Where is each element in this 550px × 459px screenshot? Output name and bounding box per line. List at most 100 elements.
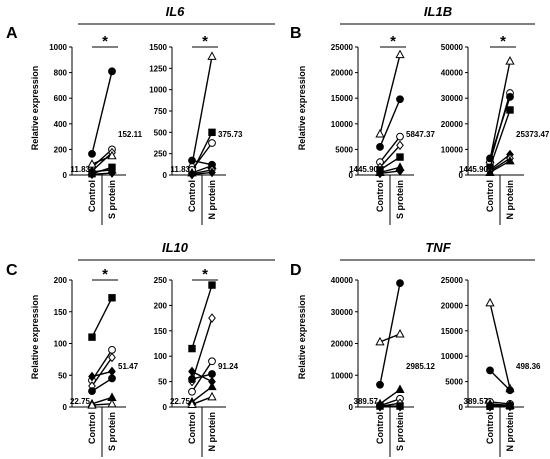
- x-tick-label-treatment: S protein: [107, 412, 117, 451]
- data-point-open-triangle: [395, 49, 405, 59]
- panel-letter-b: B: [290, 25, 302, 42]
- series-line: [91, 169, 113, 173]
- control-mean-annotation: 389.57: [464, 397, 489, 406]
- y-tick-label: 200: [154, 301, 168, 310]
- data-point-filled-square: [108, 294, 116, 302]
- control-mean-annotation: 389.57: [354, 397, 379, 406]
- y-tick-label: 0: [349, 171, 354, 180]
- subplot-il1b-n-protein: 0 10000 20000 30000 40000 50000 Control N prote…: [441, 33, 550, 225]
- y-tick-label: 40000: [441, 69, 464, 78]
- series-line: [379, 166, 401, 174]
- series-line: [489, 109, 511, 168]
- data-point-open-triangle: [107, 398, 117, 408]
- x-tick-label-treatment: N protein: [207, 180, 217, 220]
- data-point-filled-diamond: [108, 366, 116, 377]
- y-tick-label: 0: [163, 403, 168, 412]
- x-tick-label-treatment: N protein: [505, 412, 515, 452]
- y-axis-label-d: Relative expression: [297, 295, 307, 380]
- y-tick-label: 15000: [331, 94, 354, 103]
- y-tick-label: 20000: [441, 120, 464, 129]
- data-point-filled-diamond: [376, 168, 384, 179]
- control-mean-annotation: 1445.90: [349, 165, 378, 174]
- data-point-filled-diamond: [396, 401, 404, 412]
- data-point-open-circle: [208, 139, 216, 147]
- data-point-filled-square: [88, 333, 96, 341]
- subplot-il10-n-protein: 0 50 100 150 200 250 Control N protein 22.75 91.2…: [154, 266, 239, 457]
- treatment-mean-annotation: 2985.12: [406, 362, 435, 371]
- y-tick-label: 600: [54, 94, 68, 103]
- treatment-mean-annotation: 51.47: [118, 362, 139, 371]
- data-point-filled-triangle: [207, 381, 217, 391]
- panel-letter-a: A: [6, 25, 18, 42]
- control-mean-annotation: 22.75: [170, 397, 191, 406]
- data-point-filled-circle: [108, 374, 116, 383]
- data-point-filled-circle: [396, 95, 404, 104]
- x-tick-label-treatment: N protein: [505, 180, 515, 220]
- y-tick-label: 20000: [331, 340, 354, 349]
- x-tick-label-control: Control: [87, 180, 97, 212]
- data-point-open-triangle: [395, 328, 405, 338]
- y-tick-label: 50: [158, 378, 167, 387]
- x-tick-label-treatment: N protein: [207, 412, 217, 452]
- data-point-open-diamond: [208, 313, 216, 323]
- series-line: [191, 284, 213, 349]
- series-line: [489, 302, 511, 389]
- y-tick-label: 100: [154, 352, 168, 361]
- y-tick-label: 10000: [441, 352, 464, 361]
- data-point-open-triangle: [375, 128, 385, 138]
- data-point-filled-square: [506, 106, 514, 114]
- series-line: [91, 377, 113, 392]
- x-tick-label-control: Control: [375, 412, 385, 444]
- y-tick-label: 1000: [49, 43, 67, 52]
- data-point-filled-diamond: [188, 366, 196, 377]
- y-axis-label-b: Relative expression: [297, 66, 307, 151]
- y-tick-label: 0: [163, 171, 168, 180]
- series-line: [379, 144, 401, 168]
- significance-asterisk: *: [102, 33, 108, 50]
- series-line: [489, 369, 511, 391]
- data-point-filled-circle: [376, 142, 384, 151]
- series-line: [91, 152, 113, 172]
- y-tick-label: 400: [54, 120, 68, 129]
- y-tick-label: 20000: [331, 69, 354, 78]
- series-line: [379, 54, 401, 135]
- data-point-filled-circle: [88, 387, 96, 396]
- y-tick-label: 15000: [441, 327, 464, 336]
- y-tick-label: 1500: [149, 43, 167, 52]
- y-tick-label: 5000: [335, 145, 353, 154]
- y-axis-label-c: Relative expression: [30, 295, 40, 380]
- x-tick-label-treatment: S protein: [395, 412, 405, 451]
- y-tick-label: 750: [154, 107, 168, 116]
- data-point-filled-circle: [108, 67, 116, 76]
- y-tick-label: 0: [63, 171, 68, 180]
- x-tick-label-control: Control: [187, 180, 197, 212]
- series-line: [191, 142, 213, 171]
- treatment-mean-annotation: 91.24: [218, 362, 239, 371]
- x-tick-label-treatment: S protein: [395, 180, 405, 219]
- data-point-open-circle: [208, 357, 216, 366]
- y-axis-label-a: Relative expression: [30, 66, 40, 151]
- series-line: [91, 396, 113, 405]
- y-tick-label: 20000: [441, 301, 464, 310]
- series-line: [379, 283, 401, 385]
- x-tick-label-control: Control: [375, 180, 385, 212]
- x-tick-label-control: Control: [485, 412, 495, 444]
- y-tick-label: 0: [459, 171, 464, 180]
- data-point-filled-diamond: [208, 167, 216, 178]
- y-tick-label: 500: [154, 128, 168, 137]
- panel-gene-title-c: IL10: [162, 240, 189, 255]
- y-tick-label: 800: [54, 69, 68, 78]
- data-point-open-triangle: [375, 336, 385, 346]
- control-mean-annotation: 22.75: [70, 397, 91, 406]
- data-point-open-triangle: [107, 150, 117, 160]
- x-tick-label-control: Control: [485, 180, 495, 212]
- data-point-filled-circle: [506, 386, 514, 395]
- treatment-mean-annotation: 25373.47: [516, 130, 550, 139]
- x-tick-label-treatment: S protein: [107, 180, 117, 219]
- data-point-filled-diamond: [88, 169, 96, 180]
- subplot-il10-s-protein: 0 50 100 150 200 Control S protein 22.75 51.47 *: [54, 266, 139, 457]
- significance-asterisk: *: [102, 266, 108, 283]
- panel-gene-title-a: IL6: [166, 4, 186, 19]
- y-tick-label: 50000: [441, 43, 464, 52]
